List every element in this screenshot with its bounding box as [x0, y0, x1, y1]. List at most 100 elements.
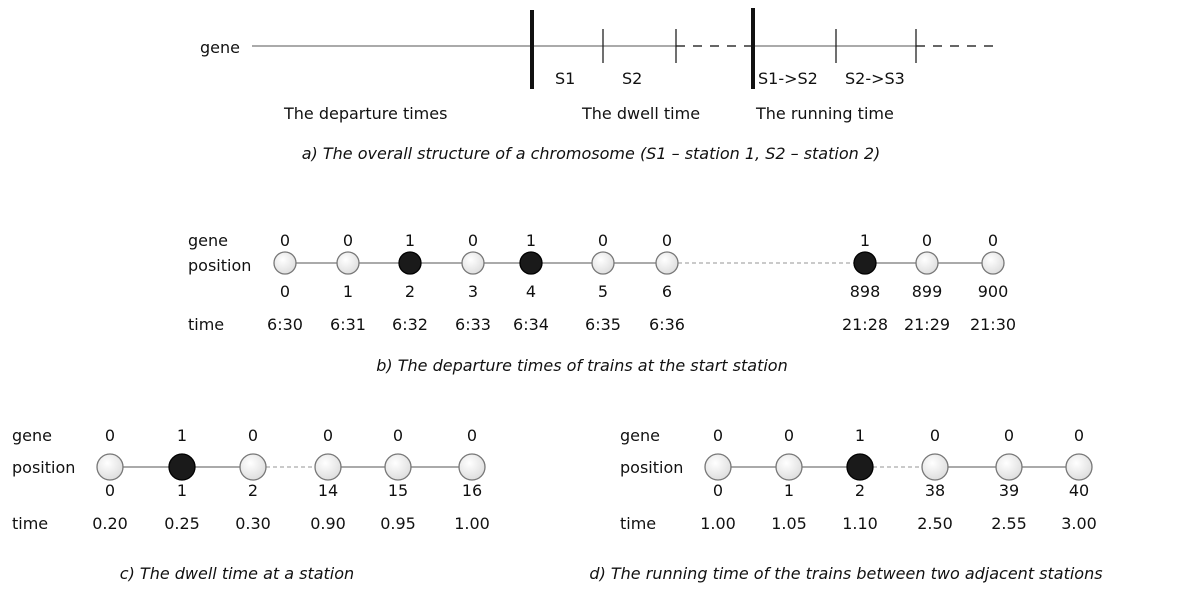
row-label-position: position: [620, 458, 683, 477]
node-position-value: 38: [925, 481, 945, 500]
node-time-value: 1.05: [771, 514, 807, 533]
gene-node: [96, 453, 124, 481]
node-position-value: 2: [855, 481, 865, 500]
gene-node-selected: [168, 453, 196, 481]
gene-node: [704, 453, 732, 481]
node-position-value: 6: [662, 282, 672, 301]
node-time-value: 1.10: [842, 514, 878, 533]
node-position-value: 898: [850, 282, 881, 301]
node-time-value: 2.50: [917, 514, 953, 533]
gene-node: [995, 453, 1023, 481]
node-position-value: 1: [177, 481, 187, 500]
node-gene-value: 1: [177, 426, 187, 445]
segment-label-s2: S2: [622, 69, 642, 88]
node-gene-value: 0: [662, 231, 672, 250]
node-position-value: 5: [598, 282, 608, 301]
row-label-gene: gene: [620, 426, 660, 445]
node-gene-value: 1: [405, 231, 415, 250]
gene-node: [314, 453, 342, 481]
segment-label-s1-s2: S1->S2: [758, 69, 818, 88]
node-time-value: 21:30: [970, 315, 1016, 334]
part-d-running-time: gene position time 0 0 1.00 0 1 1.05 1 2 1.10 0 38…: [589, 426, 1102, 583]
node-position-value: 1: [784, 481, 794, 500]
node-position-value: 1: [343, 282, 353, 301]
part-b-departure-times: gene position time 0 0 6:30 0 1 6:31 1 2 6:32 0 3 6…: [188, 231, 1016, 375]
node-gene-value: 0: [468, 231, 478, 250]
caption-c: c) The dwell time at a station: [120, 564, 354, 583]
gene-node: [915, 251, 939, 275]
node-time-value: 0.90: [310, 514, 346, 533]
node-position-value: 0: [713, 481, 723, 500]
section-label-departure: The departure times: [283, 104, 447, 123]
node-gene-value: 0: [1074, 426, 1084, 445]
gene-node-selected: [846, 453, 874, 481]
node-position-value: 0: [105, 481, 115, 500]
node-gene-value: 1: [860, 231, 870, 250]
gene-node-selected: [853, 251, 877, 275]
node-time-value: 6:31: [330, 315, 366, 334]
node-time-value: 6:34: [513, 315, 549, 334]
node-position-value: 0: [280, 282, 290, 301]
segment-label-s2-s3: S2->S3: [845, 69, 905, 88]
gene-node: [591, 251, 615, 275]
gene-node: [921, 453, 949, 481]
node-position-value: 2: [405, 282, 415, 301]
gene-node: [239, 453, 267, 481]
node-time-value: 3.00: [1061, 514, 1097, 533]
node-gene-value: 0: [1004, 426, 1014, 445]
caption-a: a) The overall structure of a chromosome…: [302, 144, 881, 163]
gene-node: [461, 251, 485, 275]
node-gene-value: 1: [526, 231, 536, 250]
node-position-value: 16: [462, 481, 482, 500]
node-gene-value: 0: [598, 231, 608, 250]
gene-node: [273, 251, 297, 275]
node-gene-value: 0: [280, 231, 290, 250]
node-time-value: 6:30: [267, 315, 303, 334]
gene-node: [458, 453, 486, 481]
node-gene-value: 0: [323, 426, 333, 445]
caption-b: b) The departure times of trains at the …: [376, 356, 787, 375]
section-label-running: The running time: [755, 104, 894, 123]
node-time-value: 21:28: [842, 315, 888, 334]
row-label-position: position: [188, 256, 251, 275]
node-time-value: 6:36: [649, 315, 685, 334]
node-time-value: 6:32: [392, 315, 428, 334]
gene-node-selected: [398, 251, 422, 275]
node-position-value: 40: [1069, 481, 1089, 500]
part-a-chromosome-structure: gene S1 S2 S1->S2 S2->S3 The departure t…: [200, 8, 995, 163]
node-gene-value: 0: [343, 231, 353, 250]
node-gene-value: 0: [105, 426, 115, 445]
node-gene-value: 0: [930, 426, 940, 445]
node-gene-value: 0: [248, 426, 258, 445]
gene-node: [336, 251, 360, 275]
gene-label: gene: [200, 38, 240, 57]
segment-label-s1: S1: [555, 69, 575, 88]
node-gene-value: 0: [713, 426, 723, 445]
row-label-time: time: [620, 514, 656, 533]
row-label-time: time: [12, 514, 48, 533]
gene-node: [1065, 453, 1093, 481]
node-position-value: 900: [978, 282, 1009, 301]
gene-node: [775, 453, 803, 481]
node-gene-value: 0: [784, 426, 794, 445]
node-time-value: 0.95: [380, 514, 416, 533]
node-position-value: 899: [912, 282, 943, 301]
node-gene-value: 1: [855, 426, 865, 445]
row-label-time: time: [188, 315, 224, 334]
node-position-value: 39: [999, 481, 1019, 500]
node-gene-value: 0: [393, 426, 403, 445]
caption-d: d) The running time of the trains betwee…: [589, 564, 1102, 583]
node-position-value: 3: [468, 282, 478, 301]
gene-node: [655, 251, 679, 275]
node-position-value: 2: [248, 481, 258, 500]
node-time-value: 0.25: [164, 514, 200, 533]
node-time-value: 2.55: [991, 514, 1027, 533]
row-label-gene: gene: [12, 426, 52, 445]
part-c-dwell-time: gene position time 0 0 0.20 1 1 0.25 0 2 0.30 0 14…: [12, 426, 490, 583]
node-gene-value: 0: [467, 426, 477, 445]
node-position-value: 15: [388, 481, 408, 500]
node-gene-value: 0: [922, 231, 932, 250]
node-gene-value: 0: [988, 231, 998, 250]
gene-node: [981, 251, 1005, 275]
